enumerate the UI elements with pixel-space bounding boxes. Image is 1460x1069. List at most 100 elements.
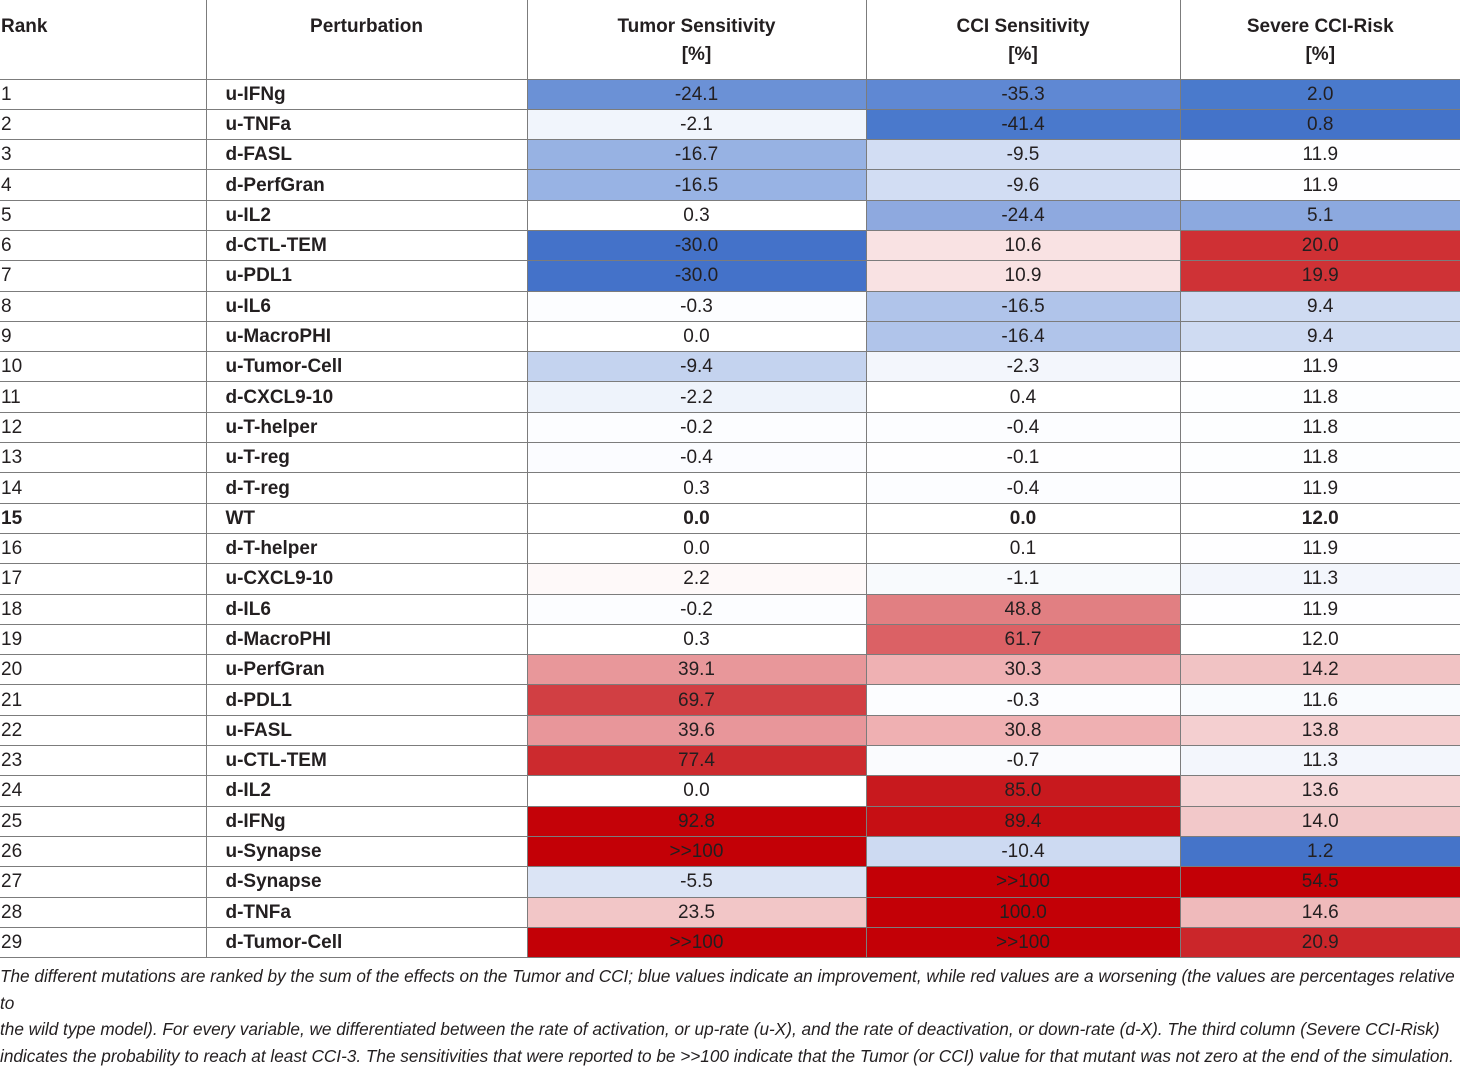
header-tumor-sensitivity: Tumor Sensitivity [%] xyxy=(526,0,866,80)
tumor-sensitivity-cell: -9.4 xyxy=(526,351,866,383)
tumor-sensitivity-cell: >>100 xyxy=(526,836,866,868)
tumor-sensitivity-cell: -2.2 xyxy=(526,381,866,413)
tumor-sensitivity-cell: 77.4 xyxy=(526,745,866,777)
perturbation-cell: d-Tumor-Cell xyxy=(205,927,527,959)
tumor-sensitivity-cell: 39.1 xyxy=(526,654,866,686)
cci-sensitivity-cell: >>100 xyxy=(865,927,1180,959)
rank-cell: 9 xyxy=(0,321,206,353)
table-row: 3 d-FASL -16.7 -9.5 11.9 xyxy=(0,139,1460,171)
header-rank: Rank xyxy=(0,0,206,80)
severe-cci-risk-cell: 11.3 xyxy=(1179,563,1460,595)
rank-cell: 23 xyxy=(0,745,206,777)
cci-sensitivity-cell: -9.6 xyxy=(865,169,1180,201)
rank-cell: 29 xyxy=(0,927,206,959)
tumor-sensitivity-cell: 0.0 xyxy=(526,533,866,565)
cci-sensitivity-cell: -0.3 xyxy=(865,684,1180,716)
severe-cci-risk-cell: 11.9 xyxy=(1179,139,1460,171)
table-caption: The different mutations are ranked by th… xyxy=(0,963,1460,1069)
perturbation-cell: u-FASL xyxy=(205,715,527,747)
tumor-sensitivity-cell: -30.0 xyxy=(526,230,866,262)
rank-cell: 28 xyxy=(0,897,206,928)
table-row: 14 d-T-reg 0.3 -0.4 11.9 xyxy=(0,472,1460,504)
severe-cci-risk-cell: 11.9 xyxy=(1179,169,1460,201)
perturbation-cell: d-PDL1 xyxy=(205,684,527,716)
severe-cci-risk-cell: 54.5 xyxy=(1179,866,1460,898)
severe-cci-risk-cell: 12.0 xyxy=(1179,503,1460,534)
tumor-sensitivity-cell: 23.5 xyxy=(526,897,866,928)
rank-cell: 13 xyxy=(0,442,206,474)
tumor-sensitivity-cell: 0.3 xyxy=(526,200,866,231)
table-row: 22 u-FASL 39.6 30.8 13.8 xyxy=(0,715,1460,747)
sensitivity-table: Rank Perturbation Tumor Sensitivity [%] C… xyxy=(0,0,1460,959)
tumor-sensitivity-cell: -0.4 xyxy=(526,442,866,474)
table-row: 21 d-PDL1 69.7 -0.3 11.6 xyxy=(0,684,1460,716)
cci-sensitivity-cell: 100.0 xyxy=(865,897,1180,928)
header-perturbation: Perturbation xyxy=(205,0,527,80)
table-row: 7 u-PDL1 -30.0 10.9 19.9 xyxy=(0,260,1460,292)
cci-sensitivity-cell: -0.4 xyxy=(865,472,1180,504)
tumor-sensitivity-cell: 2.2 xyxy=(526,563,866,595)
severe-cci-risk-cell: 11.9 xyxy=(1179,351,1460,383)
severe-cci-risk-cell: 14.2 xyxy=(1179,654,1460,686)
cci-sensitivity-cell: -24.4 xyxy=(865,200,1180,231)
perturbation-cell: u-TNFa xyxy=(205,109,527,141)
cci-sensitivity-cell: >>100 xyxy=(865,866,1180,898)
perturbation-cell: u-Tumor-Cell xyxy=(205,351,527,383)
severe-cci-risk-cell: 20.9 xyxy=(1179,927,1460,959)
tumor-sensitivity-cell: 0.3 xyxy=(526,624,866,656)
severe-cci-risk-cell: 13.8 xyxy=(1179,715,1460,747)
rank-cell: 7 xyxy=(0,260,206,292)
rank-cell: 14 xyxy=(0,472,206,504)
header-severe-cci-risk: Severe CCI-Risk [%] xyxy=(1179,0,1460,80)
severe-cci-risk-cell: 0.8 xyxy=(1179,109,1460,141)
rank-cell: 12 xyxy=(0,412,206,444)
perturbation-cell: d-PerfGran xyxy=(205,169,527,201)
cci-sensitivity-cell: 30.8 xyxy=(865,715,1180,747)
caption-line: the wild type model). For every variable… xyxy=(0,1019,1440,1040)
tumor-sensitivity-cell: >>100 xyxy=(526,927,866,959)
cci-sensitivity-cell: -0.1 xyxy=(865,442,1180,474)
perturbation-cell: d-IL2 xyxy=(205,775,527,807)
perturbation-cell: d-T-reg xyxy=(205,472,527,504)
table-row: 28 d-TNFa 23.5 100.0 14.6 xyxy=(0,897,1460,928)
perturbation-cell: u-CTL-TEM xyxy=(205,745,527,777)
rank-cell: 15 xyxy=(0,503,206,534)
cci-sensitivity-cell: 10.9 xyxy=(865,260,1180,292)
tumor-sensitivity-cell: -2.1 xyxy=(526,109,866,141)
cci-sensitivity-cell: -2.3 xyxy=(865,351,1180,383)
table-row: 25 d-IFNg 92.8 89.4 14.0 xyxy=(0,806,1460,837)
table-row: 6 d-CTL-TEM -30.0 10.6 20.0 xyxy=(0,230,1460,262)
tumor-sensitivity-cell: 69.7 xyxy=(526,684,866,716)
perturbation-cell: u-T-reg xyxy=(205,442,527,474)
rank-cell: 11 xyxy=(0,381,206,413)
caption-line: indicates the probability to reach at le… xyxy=(0,1045,1454,1066)
header-row: Rank Perturbation Tumor Sensitivity [%] C… xyxy=(0,0,1460,80)
rank-cell: 6 xyxy=(0,230,206,262)
table-row: 27 d-Synapse -5.5 >>100 54.5 xyxy=(0,866,1460,898)
rank-cell: 4 xyxy=(0,169,206,201)
severe-cci-risk-cell: 11.8 xyxy=(1179,412,1460,444)
severe-cci-risk-cell: 11.8 xyxy=(1179,442,1460,474)
table-row: 18 d-IL6 -0.2 48.8 11.9 xyxy=(0,594,1460,625)
severe-cci-risk-cell: 1.2 xyxy=(1179,836,1460,868)
cci-sensitivity-cell: -10.4 xyxy=(865,836,1180,868)
table-header: Rank Perturbation Tumor Sensitivity [%] C… xyxy=(0,0,1460,80)
perturbation-cell: d-FASL xyxy=(205,139,527,171)
tumor-sensitivity-cell: -30.0 xyxy=(526,260,866,292)
cci-sensitivity-cell: -35.3 xyxy=(865,79,1180,110)
severe-cci-risk-cell: 11.9 xyxy=(1179,533,1460,565)
rank-cell: 20 xyxy=(0,654,206,686)
tumor-sensitivity-cell: -0.3 xyxy=(526,291,866,322)
table-row: 19 d-MacroPHI 0.3 61.7 12.0 xyxy=(0,624,1460,656)
cci-sensitivity-cell: -41.4 xyxy=(865,109,1180,141)
severe-cci-risk-cell: 11.3 xyxy=(1179,745,1460,777)
rank-cell: 19 xyxy=(0,624,206,656)
perturbation-cell: u-IFNg xyxy=(205,79,527,110)
severe-cci-risk-cell: 11.9 xyxy=(1179,472,1460,504)
severe-cci-risk-cell: 11.8 xyxy=(1179,381,1460,413)
tumor-sensitivity-cell: 0.3 xyxy=(526,472,866,504)
rank-cell: 2 xyxy=(0,109,206,141)
table-row: 11 d-CXCL9-10 -2.2 0.4 11.8 xyxy=(0,381,1460,413)
table-row: 1 u-IFNg -24.1 -35.3 2.0 xyxy=(0,79,1460,110)
cci-sensitivity-cell: -9.5 xyxy=(865,139,1180,171)
